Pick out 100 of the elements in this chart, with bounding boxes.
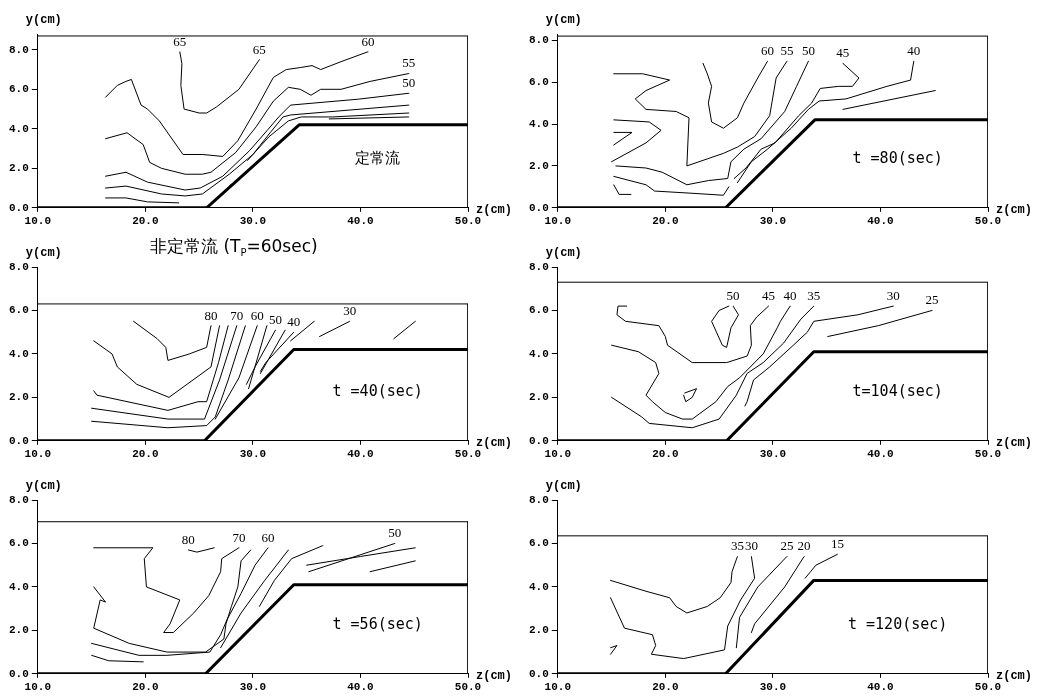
- series-label: 50: [268, 311, 282, 327]
- series-label: 60: [361, 33, 375, 49]
- x-tick-label: 50.0: [974, 448, 1002, 461]
- x-tick-label: 20.0: [132, 215, 159, 228]
- x-tick-label: 30.0: [239, 215, 267, 228]
- x-tick-label: 20.0: [132, 681, 159, 694]
- x-tick-label: 30.0: [759, 681, 787, 694]
- chart-title: 非定常流 (T$_{P}$=60sec): [150, 235, 318, 259]
- y-tick-label: 8.0: [8, 493, 29, 506]
- y-tick-label: 8.0: [8, 260, 29, 273]
- x-tick-label: 10.0: [24, 681, 52, 694]
- series-label: 30: [886, 288, 900, 304]
- x-axis-title: z(cm): [476, 668, 513, 683]
- y-tick-label: 8.0: [528, 493, 549, 506]
- y-tick-label: 2.0: [528, 624, 549, 637]
- annotation: 定常流: [355, 149, 401, 168]
- series-label: 80: [204, 307, 218, 323]
- series-label: 45: [836, 45, 850, 61]
- series-label: 50: [402, 75, 416, 91]
- series-label: 25: [780, 538, 794, 554]
- y-tick-label: 6.0: [528, 75, 549, 88]
- series-label: 30: [744, 538, 758, 554]
- annotation: t =56(sec): [332, 615, 423, 634]
- x-axis-title: z(cm): [476, 202, 513, 217]
- y-axis-title: y(cm): [545, 13, 582, 28]
- y-tick-label: 4.0: [8, 580, 29, 593]
- x-tick-label: 40.0: [347, 448, 374, 461]
- series-label: 35: [730, 538, 744, 554]
- x-axis-title: z(cm): [996, 435, 1033, 450]
- y-tick-label: 6.0: [8, 537, 29, 550]
- x-tick-label: 20.0: [652, 448, 679, 461]
- annotation: 65: [252, 41, 266, 57]
- x-axis-title: z(cm): [996, 202, 1033, 217]
- y-tick-label: 6.0: [8, 304, 29, 317]
- annotation: 65: [173, 33, 187, 49]
- x-tick-label: 20.0: [652, 681, 679, 694]
- y-tick-label: 6.0: [528, 304, 549, 317]
- x-tick-label: 50.0: [974, 215, 1002, 228]
- series-label: 40: [287, 314, 301, 330]
- x-tick-label: 20.0: [652, 215, 679, 228]
- y-tick-label: 2.0: [8, 391, 29, 404]
- x-tick-label: 50.0: [454, 681, 482, 694]
- annotation: t =40(sec): [332, 382, 423, 401]
- x-tick-label: 30.0: [759, 215, 787, 228]
- y-tick-label: 8.0: [8, 43, 29, 56]
- y-tick-label: 0.0: [528, 201, 549, 214]
- x-tick-label: 50.0: [974, 681, 1002, 694]
- series-label: 40: [783, 288, 797, 304]
- y-tick-label: 2.0: [8, 162, 29, 175]
- x-tick-label: 10.0: [544, 215, 572, 228]
- x-axis-title: z(cm): [996, 668, 1033, 683]
- series-label: 50: [801, 43, 815, 59]
- y-tick-label: 0.0: [528, 667, 549, 680]
- series-label: 55: [780, 43, 794, 59]
- series-label: 70: [232, 529, 246, 545]
- series-label: 60: [761, 43, 775, 59]
- series-label: 70: [230, 307, 244, 323]
- series-label: 55: [402, 55, 416, 71]
- y-axis-title: y(cm): [25, 246, 62, 261]
- series-label: 60: [250, 307, 264, 323]
- series-label: 40: [907, 43, 921, 59]
- series-label: 80: [181, 531, 195, 547]
- series-label: 60: [261, 529, 275, 545]
- y-tick-label: 2.0: [528, 391, 549, 404]
- y-tick-label: 6.0: [528, 537, 549, 550]
- annotation: t =120(sec): [847, 615, 948, 634]
- y-tick-label: 0.0: [8, 201, 29, 214]
- x-tick-label: 10.0: [24, 215, 52, 228]
- y-tick-label: 4.0: [528, 580, 549, 593]
- y-tick-label: 4.0: [8, 122, 29, 135]
- x-tick-label: 40.0: [347, 215, 374, 228]
- series-label: 25: [925, 292, 939, 308]
- annotation: t=104(sec): [852, 382, 943, 401]
- series-label: 30: [343, 303, 357, 319]
- y-tick-label: 6.0: [8, 83, 29, 96]
- series-label: 20: [797, 538, 811, 554]
- y-tick-label: 8.0: [528, 260, 549, 273]
- annotation: t =80(sec): [852, 149, 943, 168]
- y-tick-label: 8.0: [528, 34, 549, 47]
- x-tick-label: 30.0: [759, 448, 787, 461]
- y-tick-label: 2.0: [8, 624, 29, 637]
- x-tick-label: 40.0: [347, 681, 374, 694]
- x-tick-label: 10.0: [24, 448, 52, 461]
- y-axis-title: y(cm): [545, 479, 582, 494]
- y-tick-label: 0.0: [528, 434, 549, 447]
- x-tick-label: 40.0: [867, 681, 894, 694]
- x-tick-label: 30.0: [239, 681, 267, 694]
- y-axis-title: y(cm): [25, 13, 62, 28]
- x-tick-label: 50.0: [454, 448, 482, 461]
- x-tick-label: 40.0: [867, 215, 894, 228]
- x-axis-title: z(cm): [476, 435, 513, 450]
- x-tick-label: 20.0: [132, 448, 159, 461]
- y-tick-label: 4.0: [8, 347, 29, 360]
- x-tick-label: 40.0: [867, 448, 894, 461]
- series-label: 50: [726, 288, 740, 304]
- y-tick-label: 0.0: [8, 434, 29, 447]
- y-tick-label: 4.0: [528, 117, 549, 130]
- y-axis-title: y(cm): [25, 479, 62, 494]
- y-tick-label: 4.0: [528, 347, 549, 360]
- x-tick-label: 10.0: [544, 681, 572, 694]
